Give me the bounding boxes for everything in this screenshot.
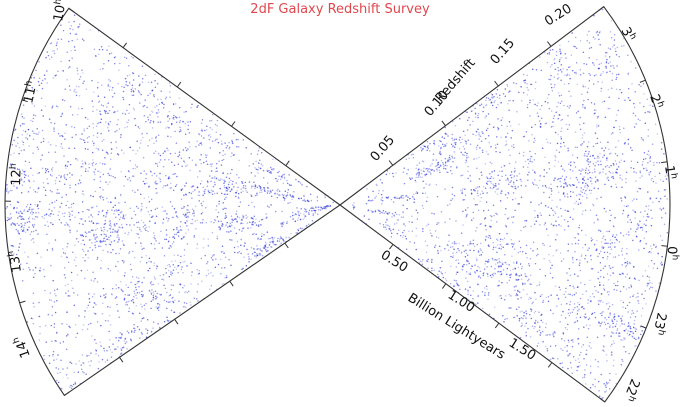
ra-label-left: 13h (6, 249, 25, 273)
ra-label-right: 1h (661, 164, 679, 180)
axis-ticks (4, 6, 668, 403)
redshift-tick-label: 0.15 (488, 36, 518, 68)
distance-tick-label: 1.00 (445, 288, 478, 316)
chart-title: 2dF Galaxy Redshift Survey (250, 2, 430, 17)
ra-label-right: 22h (620, 377, 643, 404)
ra-label-right: 3h (617, 24, 638, 44)
ra-label-left: 11h (20, 80, 40, 105)
distance-tick-label: 1.50 (506, 336, 539, 364)
distance-tick-label: 0.50 (378, 248, 411, 276)
left-wedge-galaxies (5, 14, 334, 390)
right-wedge-outline (339, 5, 671, 403)
ra-label-right: 0h (664, 246, 680, 261)
right-wedge-galaxies (352, 8, 669, 402)
redshift-tick-label: 0.20 (542, 1, 575, 29)
ra-label-left: 12h (8, 163, 25, 186)
ra-label-right: 2h (646, 92, 666, 110)
redshift-tick-label: 0.05 (368, 133, 398, 165)
ra-label-right: 23h (649, 311, 669, 336)
ra-label-left: 10h (50, 0, 70, 23)
ra-label-left: 14h (11, 334, 34, 360)
